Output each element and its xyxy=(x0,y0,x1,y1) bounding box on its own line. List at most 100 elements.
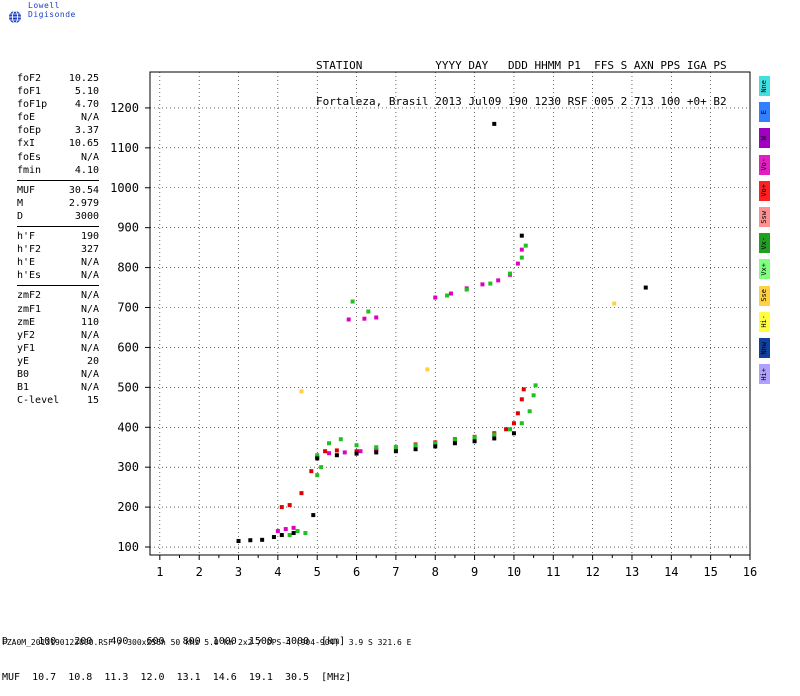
param-value: 4.10 xyxy=(74,164,99,176)
param-value: N/A xyxy=(80,382,99,394)
param-key: foEs xyxy=(17,151,42,163)
echo-point xyxy=(643,285,648,290)
param-value: N/A xyxy=(80,151,99,163)
legend-item: W xyxy=(759,128,770,149)
muf-row: MUF 10.7 10.8 11.3 12.0 13.1 14.6 19.1 3… xyxy=(2,672,352,683)
param-key: fmin xyxy=(17,164,42,176)
x-tick-label: 2 xyxy=(196,565,203,579)
echo-point xyxy=(504,427,509,432)
echo-point xyxy=(291,531,296,536)
param-key: h'F xyxy=(17,231,36,243)
echo-point xyxy=(291,525,296,530)
muf-table: D 100 200 400 600 800 1000 1500 3000 [km… xyxy=(2,612,351,696)
param-row: foE N/A xyxy=(17,111,99,124)
param-value: N/A xyxy=(80,290,99,302)
legend-label: Vx- xyxy=(760,236,768,250)
station-header: STATION YYYY DAY DDD HHMM P1 FFS S AXN P… xyxy=(316,36,727,120)
echo-point xyxy=(519,421,524,426)
echo-point xyxy=(492,432,497,437)
legend-label: W xyxy=(760,136,768,141)
echo-point xyxy=(433,295,438,300)
echo-point xyxy=(354,449,359,454)
echo-point xyxy=(338,437,343,442)
echo-point xyxy=(311,513,316,518)
param-value: N/A xyxy=(80,270,99,282)
parameter-panel: foF2 10.25 foF1 5.10 foF1p 4.70 foE N/A foEp 3.37… xyxy=(17,72,99,407)
param-value: 190 xyxy=(80,231,99,243)
param-row: B1 N/A xyxy=(17,381,99,394)
param-row: foF1 5.10 xyxy=(17,85,99,98)
param-row: foF1p 4.70 xyxy=(17,98,99,111)
echo-point xyxy=(433,441,438,446)
echo-point xyxy=(315,473,320,478)
header-labels: STATION YYYY DAY DDD HHMM P1 FFS S AXN P… xyxy=(316,59,727,72)
echo-point xyxy=(327,441,332,446)
param-value: 30.54 xyxy=(68,184,99,196)
legend-label: Nne xyxy=(760,79,768,93)
echo-point xyxy=(342,450,347,455)
param-row: fmin 4.10 xyxy=(17,164,99,177)
param-separator xyxy=(17,285,99,287)
echo-point xyxy=(248,538,253,543)
echo-point xyxy=(527,409,532,414)
y-axis: 100 200 300 400 500 600 700 800 900 1000 1100 1200 xyxy=(110,101,150,554)
x-tick-label: 9 xyxy=(471,565,478,579)
echo-point xyxy=(303,531,308,536)
echo-point xyxy=(327,451,332,456)
echo-point xyxy=(448,291,453,296)
echo-point xyxy=(519,247,524,252)
echo-point xyxy=(511,431,516,436)
plot-frame xyxy=(149,71,751,556)
legend-item: Vx+ xyxy=(759,259,770,280)
legend-item: Hi- xyxy=(759,311,770,332)
echo-point xyxy=(480,282,485,287)
param-row: zmF1 N/A xyxy=(17,303,99,316)
legend-item: Ssw xyxy=(759,207,770,227)
param-row: h'Es N/A xyxy=(17,269,99,282)
echo-point xyxy=(445,293,450,298)
echo-point xyxy=(511,421,516,426)
param-row: foEs N/A xyxy=(17,151,99,164)
param-row: yF2 N/A xyxy=(17,329,99,342)
y-tick-label: 200 xyxy=(117,500,139,514)
param-key: h'Es xyxy=(17,270,42,282)
echo-point xyxy=(496,278,501,283)
echo-point xyxy=(279,505,284,510)
echo-point xyxy=(425,367,430,372)
param-separator xyxy=(17,226,99,228)
legend-label: Nnw xyxy=(760,341,768,355)
echo-point xyxy=(521,387,526,392)
echo-point xyxy=(334,448,339,453)
echo-point xyxy=(452,441,457,446)
echo-point xyxy=(612,301,617,306)
x-tick-label: 14 xyxy=(664,565,678,579)
param-key: h'F2 xyxy=(17,244,42,256)
echo-point xyxy=(492,121,497,126)
chart-grid xyxy=(150,72,751,555)
file-info: FZA0M_2013190123000.RSF / 300x256h 50 kH… xyxy=(2,638,412,647)
param-row: foF2 10.25 xyxy=(17,72,99,85)
echo-point xyxy=(519,255,524,260)
param-key: zmF2 xyxy=(17,290,42,302)
param-row: M 2.979 xyxy=(17,197,99,210)
echo-point xyxy=(236,539,241,544)
param-value: 20 xyxy=(86,355,99,367)
legend-label: Hi- xyxy=(760,315,768,329)
echo-point xyxy=(299,389,304,394)
legend-item: Hi+ xyxy=(759,364,770,385)
echo-traces xyxy=(236,121,648,544)
echo-point xyxy=(260,537,265,542)
legend-label: Hi+ xyxy=(760,367,768,381)
param-key: foE xyxy=(17,112,36,124)
echo-point xyxy=(452,438,457,443)
y-tick-label: 100 xyxy=(117,540,139,554)
echo-point xyxy=(366,309,371,314)
echo-point xyxy=(362,316,367,321)
param-value: 15 xyxy=(86,395,99,407)
param-key: yE xyxy=(17,355,30,367)
echo-point xyxy=(319,465,324,470)
param-row: fxI 10.65 xyxy=(17,137,99,150)
echo-point xyxy=(354,451,359,456)
legend-label: Vo+ xyxy=(760,184,768,198)
y-tick-label: 800 xyxy=(117,261,139,275)
